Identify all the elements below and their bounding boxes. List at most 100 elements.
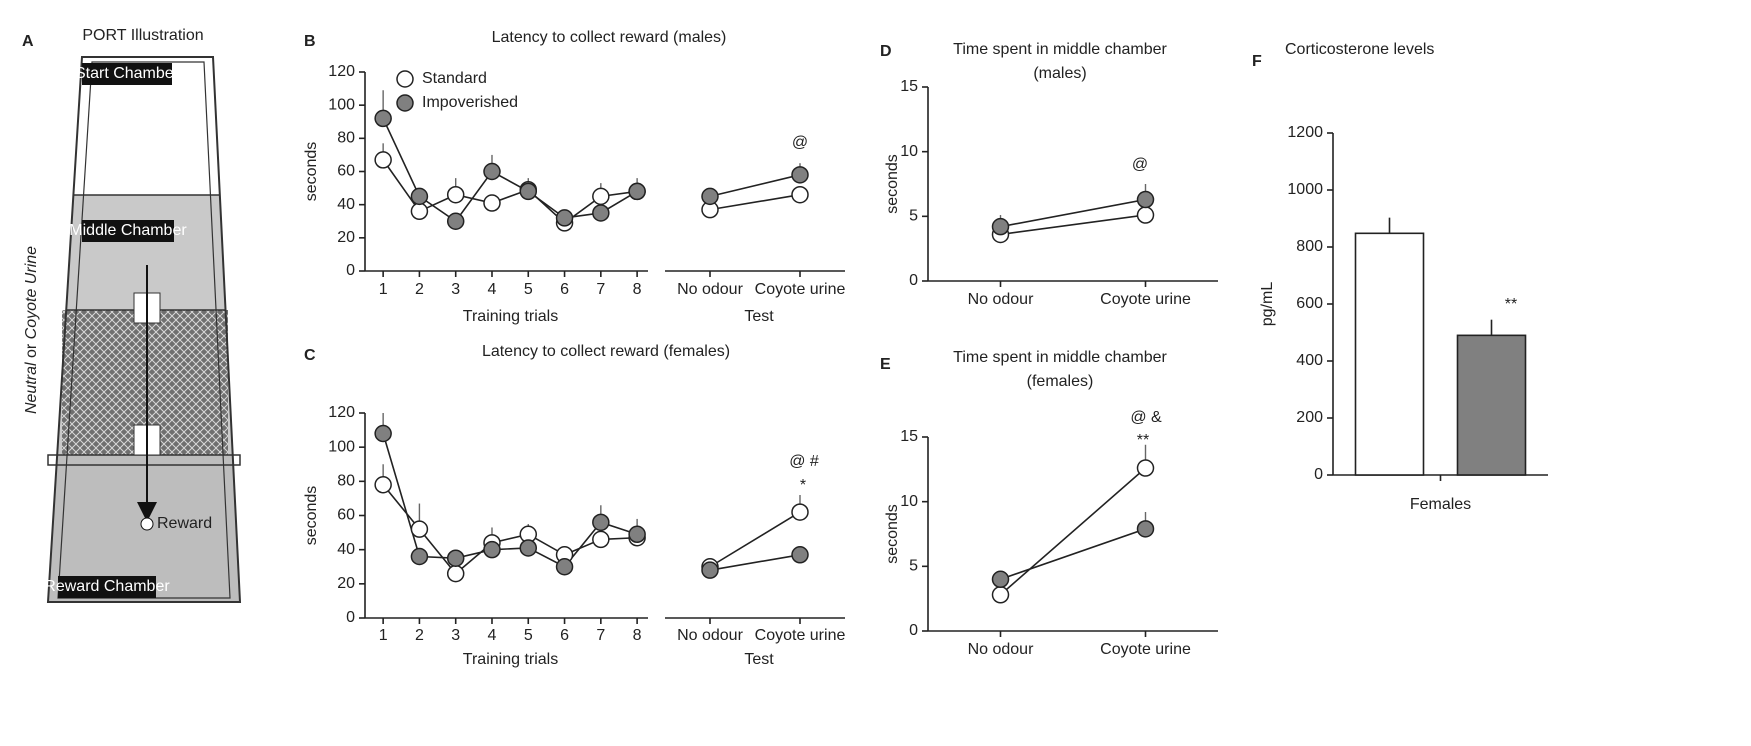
chart-title: Time spent in middle chamber <box>953 349 1167 366</box>
side-label-part: or <box>23 343 40 358</box>
y-tick-label: 400 <box>1296 352 1323 369</box>
x-axis-label: Training trials <box>463 308 558 325</box>
bar <box>1456 334 1527 476</box>
series-line <box>999 467 1147 596</box>
y-tick-label: 100 <box>328 438 355 455</box>
data-point <box>701 187 719 206</box>
y-tick-label: 10 <box>900 143 918 160</box>
y-axis-label: seconds <box>303 142 320 202</box>
data-point <box>519 182 538 201</box>
y-tick-label: 0 <box>909 272 918 289</box>
legend-label: Standard <box>422 70 487 87</box>
panel-label: E <box>880 356 891 373</box>
chamber-label: Middle Chamber <box>69 222 187 239</box>
y-tick-label: 800 <box>1296 238 1323 255</box>
y-tick-label: 120 <box>328 404 355 421</box>
data-point <box>483 540 501 559</box>
chart-title: Time spent in middle chamber <box>953 41 1167 58</box>
x-tick-label: Females <box>1410 496 1471 513</box>
label-box <box>58 576 156 598</box>
annotation: @ <box>792 134 808 151</box>
panel-label: B <box>304 33 316 50</box>
panel-label: A <box>22 33 34 50</box>
data-point <box>628 525 646 544</box>
panel-label: D <box>880 43 892 60</box>
x-tick-label: 6 <box>560 281 569 298</box>
outer-frame <box>46 56 242 603</box>
data-point <box>991 217 1010 236</box>
x-tick-label: 7 <box>596 627 605 644</box>
annotation: ** <box>1137 432 1149 449</box>
data-point <box>991 570 1010 589</box>
data-point <box>410 547 429 566</box>
legend-label: Impoverished <box>422 94 518 111</box>
x-tick-label: No odour <box>968 641 1034 658</box>
data-point <box>483 162 501 181</box>
annotation: * <box>800 477 806 494</box>
label-box <box>82 63 172 85</box>
reward-dot <box>140 517 154 531</box>
y-tick-label: 5 <box>909 208 918 225</box>
panel-label: F <box>1252 53 1262 70</box>
data-point <box>628 182 646 201</box>
y-tick-label: 0 <box>346 609 355 626</box>
data-point <box>374 476 392 494</box>
y-tick-label: 15 <box>900 428 918 445</box>
x-tick-label: 4 <box>488 627 497 644</box>
chart-title: Latency to collect reward (males) <box>492 29 727 46</box>
y-tick-label: 0 <box>346 262 355 279</box>
data-point <box>1136 459 1155 477</box>
chamber-label: Reward Chamber <box>44 578 170 595</box>
annotation: @ # <box>789 453 819 470</box>
y-tick-label: 40 <box>337 196 355 213</box>
x-tick-label: 1 <box>379 281 388 298</box>
x-tick-label: 3 <box>451 627 460 644</box>
y-axis-label: pg/mL <box>1259 282 1276 327</box>
x-tick-label: Coyote urine <box>755 281 846 298</box>
legend-marker <box>396 70 414 88</box>
side-label: Neutral or Coyote Urine <box>23 246 40 414</box>
data-point <box>446 185 465 204</box>
y-tick-label: 600 <box>1296 295 1323 312</box>
y-tick-label: 20 <box>337 229 355 246</box>
y-axis-label: seconds <box>884 154 901 214</box>
series-line <box>709 193 801 211</box>
data-point <box>374 109 392 128</box>
y-tick-label: 40 <box>337 541 355 558</box>
y-tick-label: 15 <box>900 78 918 95</box>
inner-frame <box>57 61 231 599</box>
y-tick-label: 10 <box>900 493 918 510</box>
x-tick-label: Coyote urine <box>755 627 846 644</box>
data-point <box>592 187 610 206</box>
data-point <box>483 194 501 212</box>
data-point <box>592 513 610 532</box>
x-axis-label: Training trials <box>463 651 558 668</box>
y-tick-label: 0 <box>909 622 918 639</box>
x-tick-label: 3 <box>451 281 460 298</box>
data-point <box>374 424 392 443</box>
x-tick-label: 2 <box>415 627 424 644</box>
x-axis-label: Test <box>744 651 774 668</box>
data-point <box>791 185 809 204</box>
y-tick-label: 1000 <box>1287 181 1323 198</box>
y-axis-label: seconds <box>884 504 901 564</box>
illustration: A PORT Illustration Reward Start Chamber… <box>22 27 242 603</box>
x-tick-label: 6 <box>560 627 569 644</box>
side-label-part: Neutral <box>23 362 40 414</box>
x-tick-label: No odour <box>677 627 743 644</box>
data-point <box>592 204 610 222</box>
annotation: ** <box>1505 296 1517 313</box>
chart-subtitle: (females) <box>1027 373 1094 390</box>
data-point <box>410 520 429 538</box>
data-point <box>446 564 465 583</box>
annotation: @ & <box>1130 409 1162 426</box>
data-point <box>791 503 809 521</box>
data-point <box>410 202 429 221</box>
data-point <box>592 530 610 549</box>
data-point <box>555 558 574 576</box>
x-tick-label: 2 <box>415 281 424 298</box>
chart-title: Corticosterone levels <box>1285 41 1434 58</box>
label-box <box>82 220 174 242</box>
